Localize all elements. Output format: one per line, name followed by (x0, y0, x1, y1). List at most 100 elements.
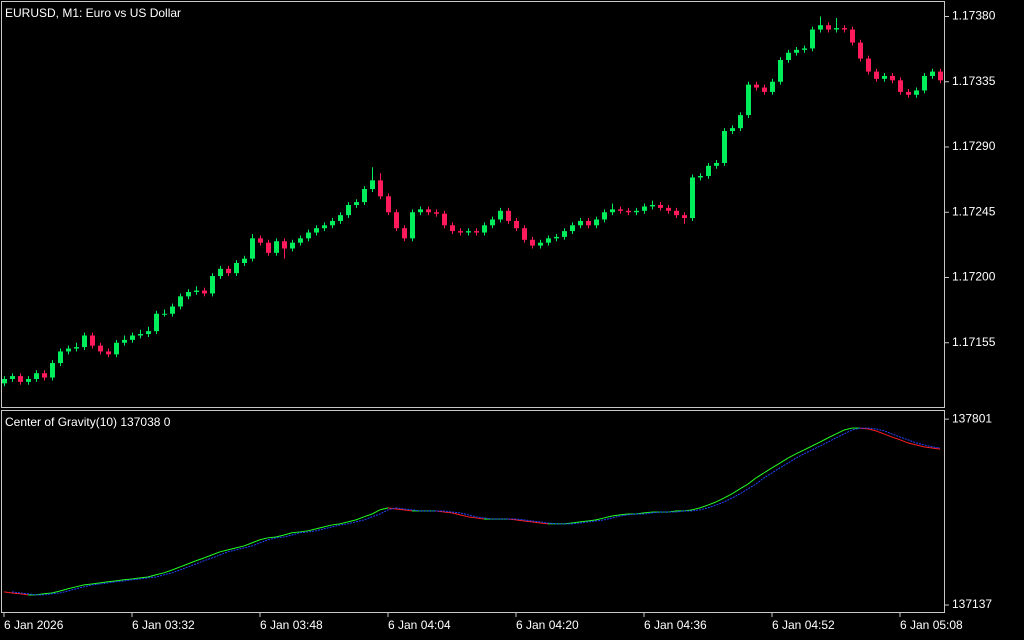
candle-body (66, 348, 71, 352)
candle-body (18, 376, 23, 382)
indicator-segment (267, 536, 277, 539)
candle-body (426, 209, 431, 213)
indicator-segment (291, 531, 301, 534)
candle-body (346, 205, 351, 216)
candle-body (170, 306, 175, 314)
indicator-segment (779, 457, 789, 464)
candle-body (154, 313, 159, 332)
candle-body (898, 80, 903, 92)
candle-body (682, 215, 687, 219)
indicator-segment (459, 514, 469, 518)
indicator-segment (243, 542, 253, 547)
y-tick-label: 1.17245 (952, 204, 996, 218)
indicator-segment (355, 516, 365, 521)
candle-body (410, 212, 415, 239)
indicator-segment (819, 437, 829, 443)
candle-body (794, 49, 799, 53)
indicator-segment (795, 449, 805, 455)
candle-body (202, 290, 207, 294)
indicator-segment (387, 507, 397, 510)
candle-body (314, 228, 319, 233)
indicator-segment (699, 504, 709, 509)
candle-body (10, 376, 15, 379)
candle-body (714, 162, 719, 166)
candle-body (2, 379, 7, 384)
candle-body (42, 373, 47, 378)
indicator-segment (75, 584, 85, 588)
candle-body (722, 131, 727, 163)
candle-body (514, 220, 519, 229)
indicator-segment (275, 534, 285, 538)
indicator-segment (139, 576, 149, 579)
candle-body (186, 292, 191, 297)
indicator-segment (907, 442, 917, 446)
candle-body (418, 209, 423, 213)
indicator-segment (827, 433, 837, 439)
indicator-segment (259, 537, 269, 541)
candle-body (786, 52, 791, 60)
indicator-segment (467, 516, 477, 519)
candle-body (338, 215, 343, 221)
candle-body (810, 29, 815, 49)
candle-body (226, 268, 231, 274)
candle-body (106, 351, 111, 355)
indicator-segment (859, 427, 869, 430)
indicator-segment (603, 515, 613, 519)
candle-body (562, 231, 567, 237)
candle-body (578, 220, 583, 226)
candle-body (930, 71, 935, 76)
candle-body (802, 48, 807, 50)
x-tick-label: 6 Jan 05:08 (900, 618, 963, 632)
candle-body (378, 180, 383, 197)
candle-body (658, 205, 663, 208)
indicator-segment (587, 519, 597, 522)
candle-body (738, 115, 743, 129)
indicator-segment (899, 439, 909, 444)
indicator-segment (891, 436, 901, 441)
candle-body (354, 202, 359, 205)
indicator-segment (531, 521, 541, 524)
indicator-segment (571, 521, 581, 524)
indicator-segment (307, 528, 317, 532)
candle-body (762, 87, 767, 92)
indicator-segment (331, 523, 341, 526)
candle-body (386, 196, 391, 213)
indicator-segment (619, 513, 629, 516)
indicator-segment (931, 447, 941, 450)
candle-body (834, 28, 839, 30)
candle-body (250, 238, 255, 259)
indicator-segment (283, 532, 293, 536)
candle-body (610, 209, 615, 213)
indicator-segment (475, 517, 485, 520)
indicator-segment (595, 517, 605, 521)
indicator-segment (123, 578, 133, 581)
candle-body (922, 75, 927, 91)
candle-body (570, 225, 575, 232)
candle-body (698, 176, 703, 178)
indicator-segment (315, 526, 325, 530)
candle-body (370, 180, 375, 190)
candle-body (58, 351, 63, 364)
candle-body (850, 29, 855, 43)
candle-body (522, 228, 527, 240)
candle-body (138, 334, 143, 336)
candle-body (650, 205, 655, 207)
indicator-segment (171, 566, 181, 571)
indicator-segment (867, 428, 877, 432)
indicator-segment (251, 539, 261, 544)
indicator-segment (763, 467, 773, 474)
candle-body (234, 263, 239, 274)
candle-body (26, 379, 31, 382)
candle-body (450, 225, 455, 232)
candle-body (146, 331, 151, 335)
candle-body (458, 231, 463, 233)
candle-body (218, 268, 223, 277)
candle-body (690, 177, 695, 219)
indicator-segment (515, 519, 525, 522)
candle-body (74, 347, 79, 349)
candle-body (490, 219, 495, 226)
candle-body (546, 238, 551, 243)
indicator-segment (59, 588, 69, 592)
